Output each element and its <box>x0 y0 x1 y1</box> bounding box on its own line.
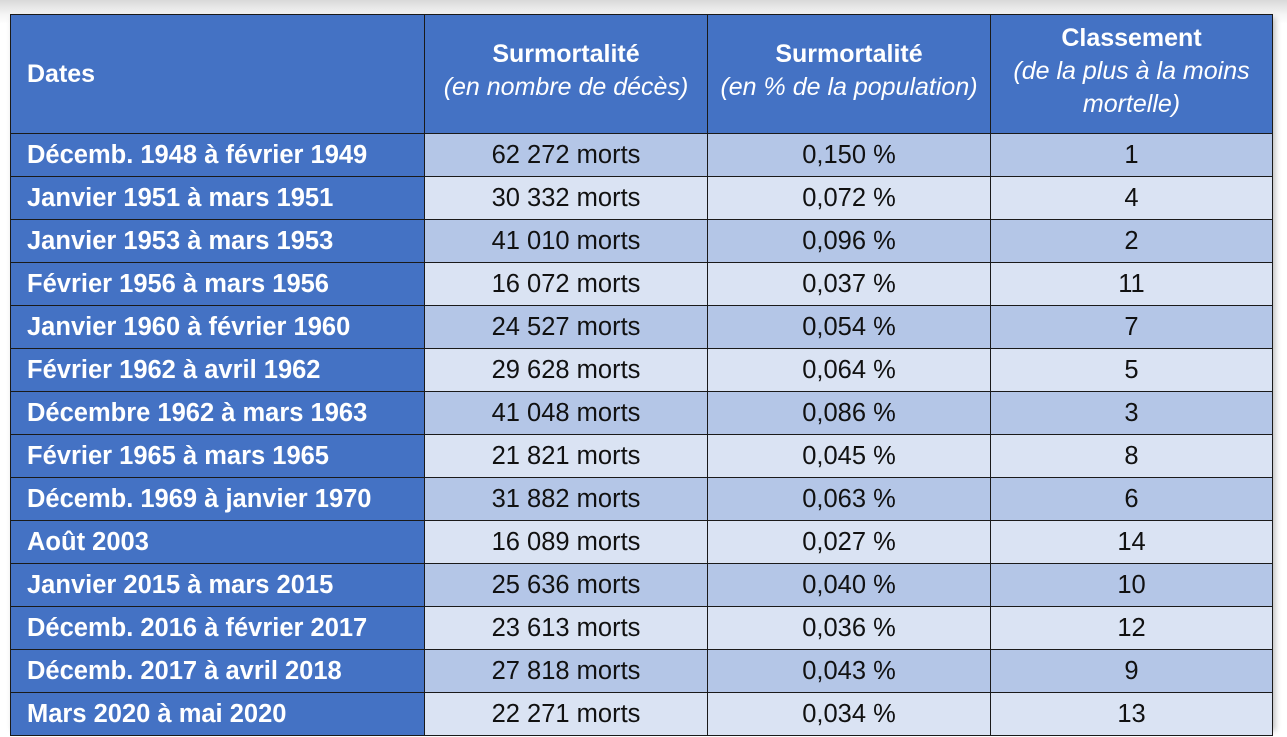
deaths-cell: 41 048 morts <box>424 391 708 435</box>
rank-cell: 2 <box>990 219 1273 263</box>
table-row: Décemb. 1969 à janvier 1970 31 882 morts 0… <box>10 477 1273 521</box>
percent-cell: 0,027 % <box>707 520 991 564</box>
period-cell: Janvier 2015 à mars 2015 <box>10 563 425 607</box>
rank-cell: 5 <box>990 348 1273 392</box>
rank-cell: 10 <box>990 563 1273 607</box>
percent-cell: 0,064 % <box>707 348 991 392</box>
percent-cell: 0,045 % <box>707 434 991 478</box>
rank-cell: 1 <box>990 133 1273 177</box>
percent-cell: 0,037 % <box>707 262 991 306</box>
rank-cell: 8 <box>990 434 1273 478</box>
table-row: Décemb. 1948 à février 1949 62 272 morts 0… <box>10 133 1273 177</box>
table-row: Février 1962 à avril 1962 29 628 morts 0,0… <box>10 348 1273 392</box>
rank-cell: 4 <box>990 176 1273 220</box>
period-cell: Février 1965 à mars 1965 <box>10 434 425 478</box>
header-percent-title: Surmortalité <box>775 40 923 68</box>
rank-cell: 6 <box>990 477 1273 521</box>
deaths-cell: 22 271 morts <box>424 692 708 736</box>
period-cell: Janvier 1960 à février 1960 <box>10 305 425 349</box>
table-row: Décembre 1962 à mars 1963 41 048 morts 0,0… <box>10 391 1273 435</box>
table-row: Janvier 1960 à février 1960 24 527 morts 0… <box>10 305 1273 349</box>
header-deaths-subtitle: (en nombre de décès) <box>443 73 689 101</box>
header-rank: Classement (de la plus à la moins mortel… <box>990 14 1273 134</box>
excess-mortality-table-wrapper: Dates Surmortalité (en nombre de décès) … <box>10 14 1273 736</box>
table-row: Janvier 1953 à mars 1953 41 010 morts 0,09… <box>10 219 1273 263</box>
deaths-cell: 41 010 morts <box>424 219 708 263</box>
rank-cell: 11 <box>990 262 1273 306</box>
rank-cell: 7 <box>990 305 1273 349</box>
table-row: Février 1956 à mars 1956 16 072 morts 0,03… <box>10 262 1273 306</box>
period-cell: Décemb. 2017 à avril 2018 <box>10 649 425 693</box>
deaths-cell: 23 613 morts <box>424 606 708 650</box>
table-row: Décemb. 2016 à février 2017 23 613 morts 0… <box>10 606 1273 650</box>
percent-cell: 0,086 % <box>707 391 991 435</box>
excess-mortality-table: Dates Surmortalité (en nombre de décès) … <box>10 14 1273 736</box>
deaths-cell: 62 272 morts <box>424 133 708 177</box>
header-deaths: Surmortalité (en nombre de décès) <box>424 14 708 134</box>
deaths-cell: 16 089 morts <box>424 520 708 564</box>
table-row: Janvier 1951 à mars 1951 30 332 morts 0,07… <box>10 176 1273 220</box>
percent-cell: 0,034 % <box>707 692 991 736</box>
deaths-cell: 31 882 morts <box>424 477 708 521</box>
period-cell: Janvier 1951 à mars 1951 <box>10 176 425 220</box>
period-cell: Février 1956 à mars 1956 <box>10 262 425 306</box>
period-cell: Janvier 1953 à mars 1953 <box>10 219 425 263</box>
deaths-cell: 21 821 morts <box>424 434 708 478</box>
deaths-cell: 16 072 morts <box>424 262 708 306</box>
period-cell: Février 1962 à avril 1962 <box>10 348 425 392</box>
period-cell: Mars 2020 à mai 2020 <box>10 692 425 736</box>
deaths-cell: 30 332 morts <box>424 176 708 220</box>
percent-cell: 0,072 % <box>707 176 991 220</box>
table-body: Décemb. 1948 à février 1949 62 272 morts 0… <box>10 133 1273 736</box>
period-cell: Août 2003 <box>10 520 425 564</box>
period-cell: Décemb. 2016 à février 2017 <box>10 606 425 650</box>
rank-cell: 9 <box>990 649 1273 693</box>
table-row: Mars 2020 à mai 2020 22 271 morts 0,034 % 1… <box>10 692 1273 736</box>
table-row: Janvier 2015 à mars 2015 25 636 morts 0,04… <box>10 563 1273 607</box>
header-dates: Dates <box>10 14 425 134</box>
rank-cell: 12 <box>990 606 1273 650</box>
period-cell: Décemb. 1948 à février 1949 <box>10 133 425 177</box>
header-deaths-title: Surmortalité <box>492 40 640 68</box>
header-percent: Surmortalité (en % de la population) <box>707 14 991 134</box>
table-row: Février 1965 à mars 1965 21 821 morts 0,04… <box>10 434 1273 478</box>
table-row: Août 2003 16 089 morts 0,027 % 14 <box>10 520 1273 564</box>
deaths-cell: 29 628 morts <box>424 348 708 392</box>
rank-cell: 3 <box>990 391 1273 435</box>
deaths-cell: 27 818 morts <box>424 649 708 693</box>
rank-cell: 13 <box>990 692 1273 736</box>
header-row: Dates Surmortalité (en nombre de décès) … <box>10 14 1273 134</box>
table-row: Décemb. 2017 à avril 2018 27 818 morts 0,0… <box>10 649 1273 693</box>
percent-cell: 0,040 % <box>707 563 991 607</box>
percent-cell: 0,150 % <box>707 133 991 177</box>
percent-cell: 0,043 % <box>707 649 991 693</box>
rank-cell: 14 <box>990 520 1273 564</box>
header-rank-title: Classement <box>1061 23 1202 52</box>
percent-cell: 0,054 % <box>707 305 991 349</box>
period-cell: Décemb. 1969 à janvier 1970 <box>10 477 425 521</box>
header-rank-subtitle: (de la plus à la moins mortelle) <box>1013 56 1250 118</box>
percent-cell: 0,096 % <box>707 219 991 263</box>
period-cell: Décembre 1962 à mars 1963 <box>10 391 425 435</box>
percent-cell: 0,063 % <box>707 477 991 521</box>
deaths-cell: 24 527 morts <box>424 305 708 349</box>
deaths-cell: 25 636 morts <box>424 563 708 607</box>
percent-cell: 0,036 % <box>707 606 991 650</box>
header-percent-subtitle: (en % de la population) <box>720 73 978 101</box>
